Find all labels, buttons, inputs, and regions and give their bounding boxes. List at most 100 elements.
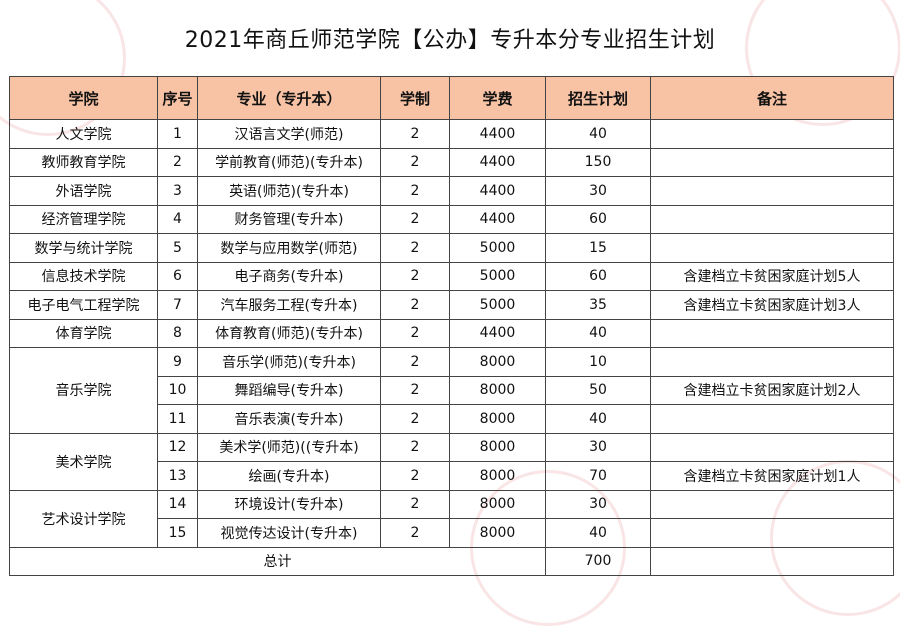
cell-fee: 4400 bbox=[449, 147, 546, 177]
cell-number: 12 bbox=[157, 432, 198, 462]
cell-years: 2 bbox=[380, 318, 450, 348]
cell-fee: 4400 bbox=[449, 318, 546, 348]
cell-plan: 40 bbox=[545, 404, 651, 434]
cell-note bbox=[650, 147, 894, 177]
table-row: 音乐学院 9 音乐学(师范)(专升本) 2 8000 10 bbox=[9, 347, 894, 434]
cell-note bbox=[650, 318, 894, 348]
cell-plan: 10 bbox=[545, 347, 651, 377]
cell-major: 音乐学(师范)(专升本) bbox=[197, 347, 381, 377]
cell-years: 2 bbox=[380, 489, 450, 519]
cell-years: 2 bbox=[380, 119, 450, 149]
total-label: 总计 bbox=[9, 546, 546, 576]
cell-number: 14 bbox=[157, 489, 198, 519]
cell-number: 10 bbox=[157, 375, 198, 405]
header-number: 序号 bbox=[157, 76, 198, 120]
cell-years: 2 bbox=[380, 432, 450, 462]
cell-note bbox=[650, 204, 894, 234]
cell-note bbox=[650, 119, 894, 149]
cell-college: 音乐学院 bbox=[9, 347, 158, 434]
cell-number: 2 bbox=[157, 147, 198, 177]
cell-plan: 40 bbox=[545, 119, 651, 149]
cell-fee: 4400 bbox=[449, 204, 546, 234]
total-note bbox=[650, 546, 894, 576]
cell-major: 美术学(师范)((专升本) bbox=[197, 432, 381, 462]
cell-note bbox=[650, 347, 894, 377]
cell-college: 信息技术学院 bbox=[9, 261, 158, 291]
cell-college: 经济管理学院 bbox=[9, 204, 158, 234]
cell-major: 视觉传达设计(专升本) bbox=[197, 518, 381, 548]
cell-number: 5 bbox=[157, 233, 198, 263]
cell-major: 电子商务(专升本) bbox=[197, 261, 381, 291]
cell-note bbox=[650, 404, 894, 434]
cell-number: 1 bbox=[157, 119, 198, 149]
cell-plan: 30 bbox=[545, 176, 651, 206]
cell-plan: 50 bbox=[545, 375, 651, 405]
cell-college: 外语学院 bbox=[9, 176, 158, 206]
cell-fee: 8000 bbox=[449, 461, 546, 491]
cell-number: 13 bbox=[157, 461, 198, 491]
table-row: 外语学院 3 英语(师范)(专升本) 2 4400 30 bbox=[9, 176, 894, 206]
header-fee: 学费 bbox=[449, 76, 546, 120]
cell-fee: 4400 bbox=[449, 176, 546, 206]
cell-plan: 60 bbox=[545, 261, 651, 291]
cell-number: 3 bbox=[157, 176, 198, 206]
cell-major: 英语(师范)(专升本) bbox=[197, 176, 381, 206]
cell-major: 舞蹈编导(专升本) bbox=[197, 375, 381, 405]
cell-plan: 30 bbox=[545, 489, 651, 519]
cell-fee: 5000 bbox=[449, 233, 546, 263]
total-plan: 700 bbox=[545, 546, 651, 576]
cell-major: 财务管理(专升本) bbox=[197, 204, 381, 234]
page-title: 2021年商丘师范学院【公办】专升本分专业招生计划 bbox=[184, 28, 716, 53]
cell-number: 6 bbox=[157, 261, 198, 291]
cell-college: 体育学院 bbox=[9, 318, 158, 348]
cell-fee: 8000 bbox=[449, 489, 546, 519]
cell-fee: 8000 bbox=[449, 347, 546, 377]
cell-years: 2 bbox=[380, 147, 450, 177]
table-row: 人文学院 1 汉语言文学(师范) 2 4400 40 bbox=[9, 119, 894, 149]
cell-years: 2 bbox=[380, 176, 450, 206]
cell-years: 2 bbox=[380, 233, 450, 263]
cell-plan: 70 bbox=[545, 461, 651, 491]
table-row: 信息技术学院 6 电子商务(专升本) 2 5000 60 含建档立卡贫困家庭计划… bbox=[9, 261, 894, 291]
cell-college: 人文学院 bbox=[9, 119, 158, 149]
cell-fee: 8000 bbox=[449, 432, 546, 462]
cell-number: 9 bbox=[157, 347, 198, 377]
header-plan: 招生计划 bbox=[545, 76, 651, 120]
cell-college: 美术学院 bbox=[9, 432, 158, 491]
cell-college: 艺术设计学院 bbox=[9, 489, 158, 548]
cell-plan: 40 bbox=[545, 318, 651, 348]
header-note: 备注 bbox=[650, 76, 894, 120]
cell-college: 教师教育学院 bbox=[9, 147, 158, 177]
header-college: 学院 bbox=[9, 76, 158, 120]
cell-major: 绘画(专升本) bbox=[197, 461, 381, 491]
cell-plan: 15 bbox=[545, 233, 651, 263]
cell-fee: 8000 bbox=[449, 404, 546, 434]
cell-note bbox=[650, 518, 894, 548]
cell-plan: 35 bbox=[545, 290, 651, 320]
cell-fee: 5000 bbox=[449, 290, 546, 320]
table-row: 经济管理学院 4 财务管理(专升本) 2 4400 60 bbox=[9, 204, 894, 234]
cell-note bbox=[650, 176, 894, 206]
cell-number: 15 bbox=[157, 518, 198, 548]
cell-years: 2 bbox=[380, 375, 450, 405]
cell-major: 环境设计(专升本) bbox=[197, 489, 381, 519]
cell-major: 数学与应用数学(师范) bbox=[197, 233, 381, 263]
cell-years: 2 bbox=[380, 204, 450, 234]
cell-years: 2 bbox=[380, 290, 450, 320]
cell-major: 音乐表演(专升本) bbox=[197, 404, 381, 434]
cell-note bbox=[650, 432, 894, 462]
cell-number: 11 bbox=[157, 404, 198, 434]
cell-note: 含建档立卡贫困家庭计划2人 bbox=[650, 375, 894, 405]
table-row: 教师教育学院 2 学前教育(师范)(专升本) 2 4400 150 bbox=[9, 147, 894, 177]
cell-plan: 60 bbox=[545, 204, 651, 234]
cell-years: 2 bbox=[380, 404, 450, 434]
table-row: 13 绘画(专升本) 2 8000 70 含建档立卡贫困家庭计划1人 bbox=[10, 461, 894, 491]
cell-major: 学前教育(师范)(专升本) bbox=[197, 147, 381, 177]
enrollment-plan-table: 学院 序号 专业（专升本） 学制 学费 招生计划 备注 人文学院 1 汉语言文学… bbox=[9, 76, 894, 576]
cell-major: 汽车服务工程(专升本) bbox=[197, 290, 381, 320]
cell-years: 2 bbox=[380, 518, 450, 548]
cell-note: 含建档立卡贫困家庭计划3人 bbox=[650, 290, 894, 320]
table-total-row: 总计 700 bbox=[9, 546, 894, 576]
cell-plan: 150 bbox=[545, 147, 651, 177]
cell-major: 体育教育(师范)(专升本) bbox=[197, 318, 381, 348]
